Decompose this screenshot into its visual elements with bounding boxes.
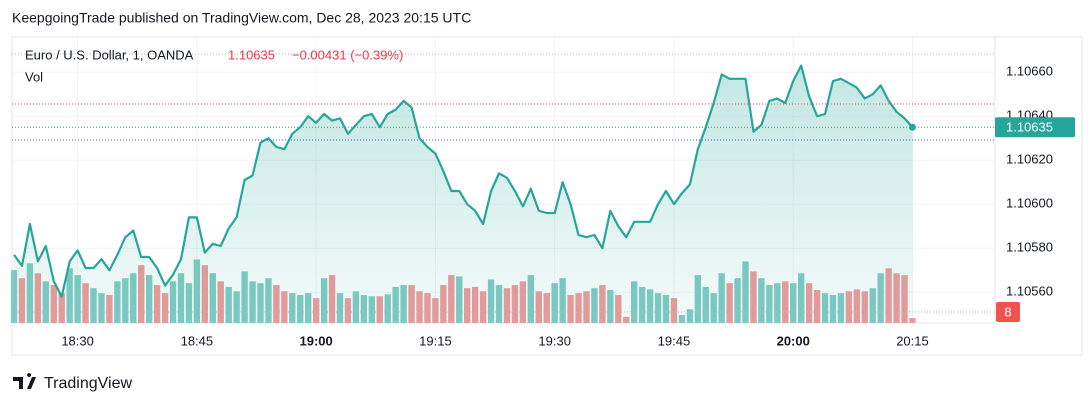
- legend-symbol: Euro / U.S. Dollar, 1, OANDA: [25, 47, 194, 62]
- x-tick-label: 18:45: [181, 333, 214, 348]
- price-badge: [995, 117, 1075, 138]
- chart-frame: [11, 36, 1083, 356]
- published-line: KeepgoingTrade published on TradingView.…: [12, 10, 471, 26]
- x-tick-label: 19:45: [658, 333, 691, 348]
- volume-badge-label: 8: [1004, 304, 1011, 319]
- price-badge-label: 1.10635: [1006, 120, 1053, 135]
- x-tick-label: 20:15: [896, 333, 929, 348]
- legend-change: −0.00431 (−0.39%): [292, 47, 403, 62]
- brand-name: TradingView: [44, 375, 132, 392]
- price-line: [13, 64, 914, 298]
- x-tick-label: 19:30: [538, 333, 571, 348]
- brand-logo: [13, 373, 36, 389]
- x-tick-label: 19:15: [419, 333, 452, 348]
- legend-last: 1.10635: [228, 47, 275, 62]
- legend-volume: Vol: [25, 69, 43, 84]
- volume-badge: [996, 302, 1020, 322]
- y-tick-label: 1.10580: [1006, 240, 1053, 255]
- y-tick-label: 1.10660: [1006, 64, 1053, 79]
- x-tick-label: 20:00: [777, 333, 810, 348]
- x-tick-label: 18:30: [61, 333, 94, 348]
- area-fill: [14, 65, 913, 323]
- y-tick-label: 1.10620: [1006, 152, 1053, 167]
- y-tick-label: 1.10560: [1006, 284, 1053, 299]
- plot: [10, 37, 995, 323]
- y-tick-label: 1.10600: [1006, 196, 1053, 211]
- x-tick-label: 19:00: [300, 333, 333, 348]
